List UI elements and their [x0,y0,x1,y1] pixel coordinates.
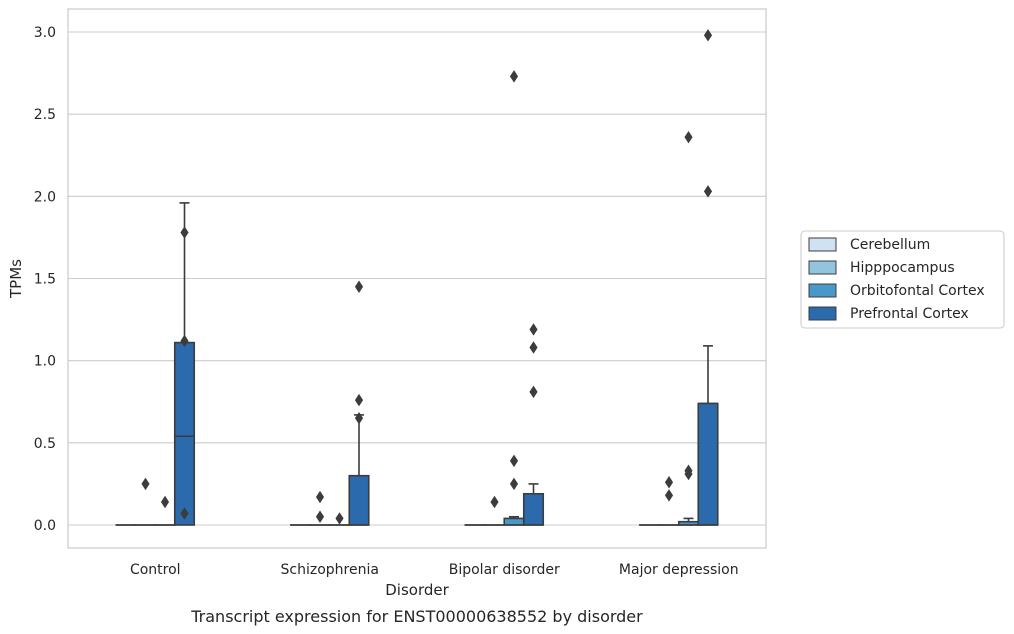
x-tick-label: Bipolar disorder [449,562,560,578]
y-tick-label: 2.5 [34,107,56,123]
outlier-point [664,476,674,489]
box [173,341,196,526]
legend-label: Orbitofontal Cortex [850,283,985,299]
outlier-point [354,280,364,293]
y-axis-title: TPMs [7,259,25,299]
box [348,474,370,526]
legend-swatch [808,237,837,252]
box [697,402,719,526]
legend-label: Prefrontal Cortex [850,306,969,322]
x-tick-label: Control [130,562,181,578]
outlier-point [664,489,674,502]
outlier-point [703,29,713,42]
legend: Cerebellum Hipppocampus Orbitofontal Corte… [800,230,1005,329]
y-tick-label: 0.5 [34,436,56,452]
outlier-point [160,495,170,509]
outlier-point [509,70,519,83]
outlier-point [529,341,538,354]
y-tick-label: 3.0 [34,25,56,41]
x-axis-title: Disorder [385,581,449,599]
y-tick-label: 1.5 [34,272,56,288]
x-tick-label: Schizophrenia [281,562,379,578]
outlier-point [354,411,364,425]
chart-caption: Transcript expression for ENST0000063855… [190,607,643,626]
outlier-point [180,507,189,520]
y-tick-label: 0.0 [34,518,56,534]
outlier-point [684,467,693,481]
box-series [115,29,719,526]
outlier-point [180,226,189,239]
series-orbitofontal-cortex [154,70,700,526]
outlier-point [315,510,325,524]
x-axis-ticks: Control Schizophrenia Bipolar disorder Majo… [130,562,739,578]
box [503,517,525,526]
y-axis-ticks: 0.0 0.5 1.0 1.5 2.0 2.5 3.0 [34,25,56,534]
series-prefrontal-cortex [173,29,719,526]
legend-frame [800,230,1005,329]
outlier-point [509,477,519,491]
legend-swatch [808,283,837,298]
outlier-point [490,495,499,509]
plot-frame [67,8,767,549]
legend-swatch [808,306,837,321]
legend-swatch [808,260,837,275]
outlier-point [354,393,364,407]
legend-label: Hipppocampus [850,260,955,276]
outlier-point [529,385,538,399]
outlier-point [335,512,344,525]
outlier-point [315,490,325,504]
legend-label: Cerebellum [850,237,930,253]
x-tick-label: Major depression [619,562,739,578]
y-tick-label: 1.0 [34,354,56,370]
y-tick-label: 2.0 [34,189,56,205]
outlier-point [180,334,189,348]
box [522,492,545,526]
outlier-point [684,130,693,144]
outlier-point [141,477,150,491]
outlier-point [529,323,538,336]
outlier-point [509,454,519,468]
outlier-point [703,185,713,198]
